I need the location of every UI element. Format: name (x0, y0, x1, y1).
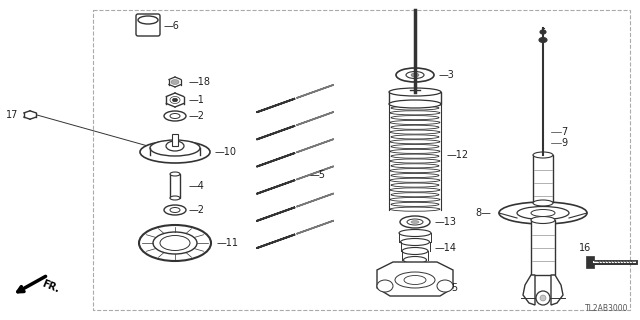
Text: 17: 17 (6, 110, 18, 120)
FancyBboxPatch shape (533, 155, 553, 203)
Text: —10: —10 (215, 147, 237, 157)
Ellipse shape (138, 16, 158, 24)
Ellipse shape (391, 183, 439, 187)
Text: —3: —3 (439, 70, 455, 80)
Text: 8—: 8— (475, 208, 491, 218)
Ellipse shape (164, 111, 186, 121)
Ellipse shape (531, 210, 555, 217)
Ellipse shape (406, 71, 424, 78)
Ellipse shape (401, 238, 429, 245)
Ellipse shape (411, 73, 419, 77)
Ellipse shape (533, 200, 553, 206)
FancyBboxPatch shape (170, 174, 180, 198)
Circle shape (536, 291, 550, 305)
Text: —13: —13 (435, 217, 457, 227)
Ellipse shape (437, 280, 453, 292)
Ellipse shape (391, 125, 439, 129)
Ellipse shape (139, 225, 211, 261)
FancyBboxPatch shape (172, 134, 178, 146)
Ellipse shape (170, 207, 180, 212)
Ellipse shape (391, 193, 439, 197)
FancyBboxPatch shape (136, 14, 160, 36)
Ellipse shape (391, 145, 439, 148)
Text: —5: —5 (310, 170, 326, 180)
Ellipse shape (390, 140, 440, 144)
Ellipse shape (164, 205, 186, 215)
Ellipse shape (389, 100, 441, 108)
Ellipse shape (173, 98, 177, 102)
Text: TL2AB3000: TL2AB3000 (584, 304, 628, 313)
Ellipse shape (170, 196, 180, 200)
Text: —4: —4 (189, 181, 205, 191)
Ellipse shape (499, 202, 587, 224)
Ellipse shape (396, 68, 434, 82)
FancyBboxPatch shape (389, 92, 441, 104)
Ellipse shape (389, 88, 441, 96)
Ellipse shape (407, 219, 423, 225)
Ellipse shape (404, 276, 426, 284)
Text: 7: 7 (561, 127, 567, 137)
Ellipse shape (391, 173, 439, 178)
Ellipse shape (166, 141, 184, 151)
FancyBboxPatch shape (531, 220, 555, 275)
Ellipse shape (153, 232, 197, 254)
Text: —18: —18 (189, 77, 211, 87)
FancyBboxPatch shape (586, 256, 594, 268)
Text: —14: —14 (435, 243, 457, 253)
Ellipse shape (391, 106, 439, 110)
Text: —12: —12 (447, 150, 469, 160)
Ellipse shape (390, 111, 440, 115)
Circle shape (540, 295, 546, 301)
Ellipse shape (391, 135, 439, 139)
Ellipse shape (391, 164, 439, 168)
Ellipse shape (390, 178, 440, 182)
Ellipse shape (517, 206, 569, 220)
Ellipse shape (391, 116, 439, 120)
Ellipse shape (400, 216, 430, 228)
Ellipse shape (403, 257, 426, 263)
Ellipse shape (539, 37, 547, 43)
Text: —1: —1 (189, 95, 205, 105)
Ellipse shape (390, 149, 440, 153)
Ellipse shape (540, 30, 546, 34)
Text: 16: 16 (579, 243, 591, 253)
Ellipse shape (390, 169, 440, 173)
Polygon shape (551, 275, 563, 305)
Ellipse shape (170, 172, 180, 176)
Text: 9: 9 (561, 138, 567, 148)
Ellipse shape (170, 114, 180, 118)
Text: —15: —15 (437, 283, 459, 293)
Text: —2: —2 (189, 205, 205, 215)
Ellipse shape (533, 152, 553, 158)
Polygon shape (377, 262, 453, 296)
Ellipse shape (140, 141, 210, 163)
Ellipse shape (395, 272, 435, 288)
Ellipse shape (390, 197, 440, 202)
Ellipse shape (390, 159, 440, 163)
Text: —2: —2 (189, 111, 205, 121)
Text: —11: —11 (217, 238, 239, 248)
Ellipse shape (150, 140, 200, 156)
Text: —6: —6 (164, 21, 180, 31)
Ellipse shape (171, 79, 179, 84)
Ellipse shape (390, 130, 440, 134)
Ellipse shape (391, 154, 439, 158)
Ellipse shape (170, 97, 180, 103)
Ellipse shape (399, 229, 431, 236)
Ellipse shape (411, 220, 419, 223)
Ellipse shape (402, 247, 428, 254)
Text: FR.: FR. (40, 279, 60, 295)
Ellipse shape (531, 217, 555, 223)
Ellipse shape (391, 202, 439, 206)
Ellipse shape (390, 188, 440, 192)
Ellipse shape (160, 236, 190, 251)
Ellipse shape (390, 207, 440, 211)
Polygon shape (523, 275, 535, 305)
Ellipse shape (377, 280, 393, 292)
Ellipse shape (390, 120, 440, 124)
